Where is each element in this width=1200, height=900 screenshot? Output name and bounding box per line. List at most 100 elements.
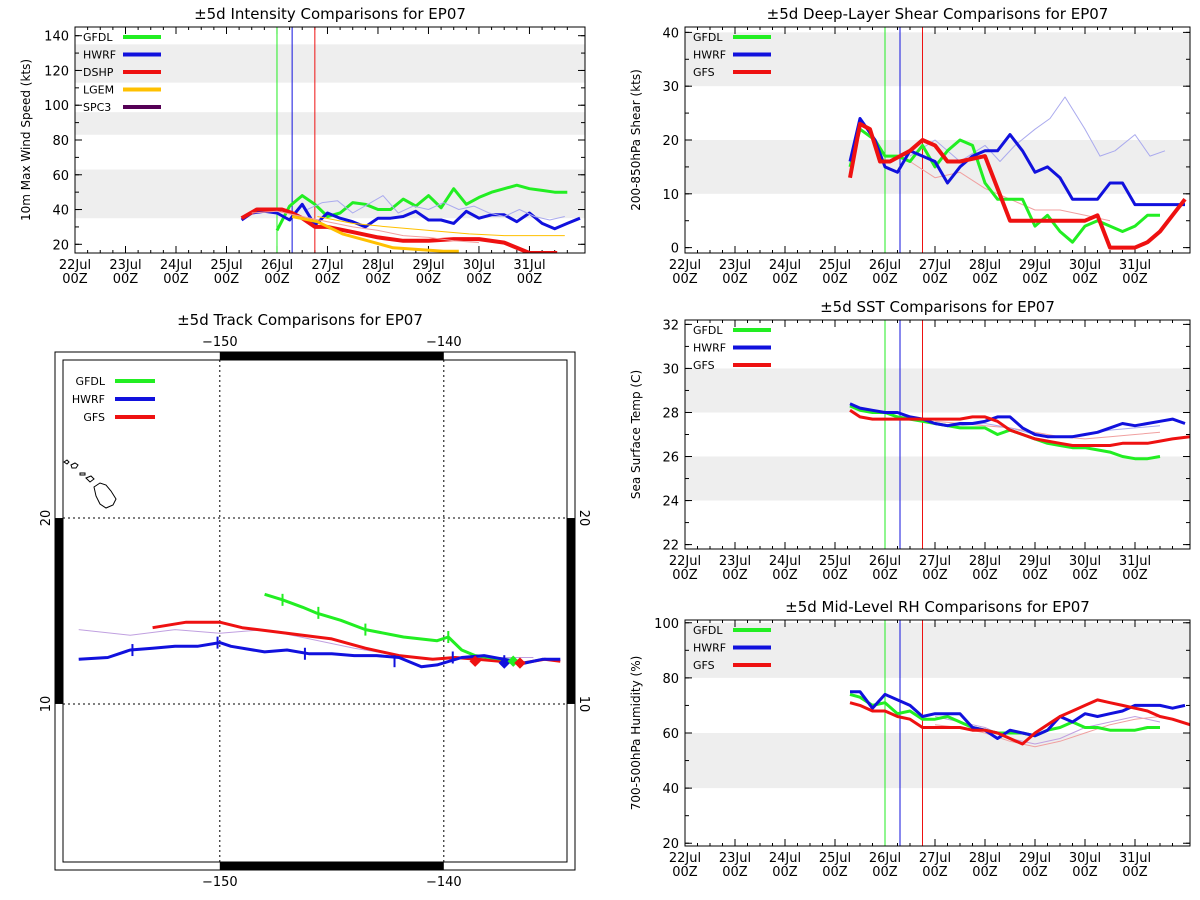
latitude-label-right: 10	[576, 696, 591, 713]
series-lgem-prev	[317, 216, 565, 237]
y-tick-label: 140	[44, 30, 69, 45]
y-tick-label: 40	[662, 782, 679, 797]
x-tick-label: 26Jul	[869, 554, 901, 569]
x-tick-label: 00Z	[822, 865, 848, 880]
x-tick-label: 30Jul	[1069, 554, 1101, 569]
legend-label: HWRF	[693, 49, 726, 62]
island-hawaii	[93, 482, 117, 509]
chart-title: ±5d SST Comparisons for EP07	[820, 298, 1055, 316]
x-tick-label: 00Z	[62, 272, 88, 287]
x-tick-label: 29Jul	[1019, 851, 1051, 866]
series-dshp-prev	[251, 210, 480, 244]
x-tick-label: 22Jul	[59, 258, 91, 273]
shade-band	[75, 169, 585, 219]
x-tick-label: 22Jul	[669, 554, 701, 569]
y-tick-label: 60	[662, 727, 679, 742]
x-tick-label: 00Z	[1022, 272, 1048, 287]
x-tick-label: 00Z	[872, 272, 898, 287]
y-tick-label: 20	[662, 134, 679, 149]
x-tick-label: 00Z	[922, 272, 948, 287]
plot-frame	[684, 319, 1191, 550]
x-tick-label: 31Jul	[1119, 258, 1151, 273]
chart-title: ±5d Mid-Level RH Comparisons for EP07	[785, 598, 1090, 616]
sst-chart: ±5d SST Comparisons for EP07 Sea Surface …	[629, 298, 1191, 583]
x-tick-label: 00Z	[1122, 568, 1148, 583]
legend-label: GFDL	[693, 31, 723, 44]
island-kauai	[63, 459, 70, 465]
x-tick-label: 25Jul	[210, 258, 242, 273]
x-tick-label: 00Z	[772, 568, 798, 583]
longitude-label-top: −150	[202, 335, 238, 350]
x-tick-label: 23Jul	[719, 554, 751, 569]
x-tick-label: 28Jul	[969, 258, 1001, 273]
border-bar-top	[219, 352, 444, 360]
x-tick-label: 00Z	[972, 272, 998, 287]
y-tick-label: 60	[52, 169, 69, 184]
track-start-diamond	[514, 657, 526, 669]
x-tick-label: 00Z	[872, 568, 898, 583]
y-tick-label: 0	[671, 242, 679, 257]
x-tick-label: 29Jul	[1019, 554, 1051, 569]
y-tick-label: 40	[662, 26, 679, 41]
x-tick-label: 30Jul	[1069, 258, 1101, 273]
x-tick-label: 28Jul	[969, 554, 1001, 569]
y-axis-label: 700-500hPa Humidity (%)	[629, 656, 643, 811]
legend-label: HWRF	[693, 342, 726, 355]
shear-chart: ±5d Deep-Layer Shear Comparisons for EP0…	[629, 5, 1191, 287]
x-tick-label: 00Z	[1072, 568, 1098, 583]
legend-label: LGEM	[83, 84, 114, 97]
legend-label: HWRF	[693, 642, 726, 655]
y-tick-label: 26	[662, 451, 679, 466]
y-tick-label: 20	[662, 837, 679, 852]
x-tick-label: 30Jul	[1069, 851, 1101, 866]
x-tick-label: 25Jul	[819, 851, 851, 866]
x-tick-label: 00Z	[264, 272, 290, 287]
shade-band	[75, 44, 585, 83]
x-tick-label: 00Z	[722, 272, 748, 287]
x-tick-label: 00Z	[722, 865, 748, 880]
series-gfs	[849, 698, 1190, 746]
longitude-label-bottom: −140	[426, 875, 462, 890]
plot-frame	[684, 26, 1191, 254]
x-tick-label: 26Jul	[261, 258, 293, 273]
latitude-label-left: 20	[39, 510, 54, 527]
series-hwrf-prev	[307, 195, 565, 221]
shade-band	[685, 368, 1190, 413]
series-hwrf-prev	[934, 716, 1161, 745]
x-tick-label: 31Jul	[1119, 851, 1151, 866]
x-tick-label: 00Z	[315, 272, 341, 287]
y-tick-label: 40	[52, 204, 69, 219]
x-tick-label: 31Jul	[513, 258, 545, 273]
x-tick-label: 00Z	[822, 272, 848, 287]
x-tick-label: 27Jul	[919, 851, 951, 866]
track-chart: ±5d Track Comparisons for EP07 −150 −150 −1…	[39, 311, 591, 890]
x-tick-label: 00Z	[1072, 865, 1098, 880]
island-maui	[85, 475, 95, 483]
data-layer	[848, 27, 1187, 253]
x-tick-label: 00Z	[672, 865, 698, 880]
x-tick-label: 00Z	[772, 272, 798, 287]
x-tick-label: 00Z	[365, 272, 391, 287]
legend-label: GFDL	[693, 324, 723, 337]
y-tick-label: 100	[44, 99, 69, 114]
track-start-diamond	[498, 657, 510, 669]
x-tick-label: 23Jul	[109, 258, 141, 273]
track-hwrf	[78, 641, 561, 669]
x-tick-label: 00Z	[922, 568, 948, 583]
x-tick-label: 22Jul	[669, 851, 701, 866]
shade-band	[685, 32, 1190, 87]
x-tick-label: 23Jul	[719, 258, 751, 273]
x-tick-label: 29Jul	[1019, 258, 1051, 273]
legend-label: HWRF	[83, 49, 116, 62]
x-tick-label: 29Jul	[412, 258, 444, 273]
x-tick-label: 26Jul	[869, 851, 901, 866]
x-tick-label: 27Jul	[919, 554, 951, 569]
x-tick-label: 23Jul	[719, 851, 751, 866]
x-tick-label: 00Z	[872, 865, 898, 880]
y-tick-label: 120	[44, 64, 69, 79]
chart-title: ±5d Intensity Comparisons for EP07	[194, 5, 466, 23]
x-tick-label: 28Jul	[362, 258, 394, 273]
x-tick-label: 00Z	[517, 272, 543, 287]
y-axis-label: 200-850hPa Shear (kts)	[629, 69, 643, 211]
x-tick-label: 00Z	[1072, 272, 1098, 287]
